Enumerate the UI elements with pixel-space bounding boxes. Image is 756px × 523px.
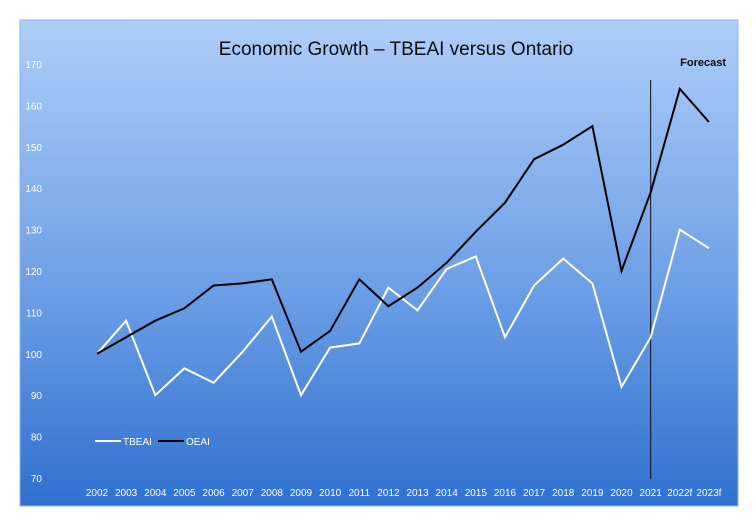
x-tick-label: 2019 — [581, 488, 604, 499]
legend: TBEAI OEAI — [95, 437, 210, 448]
x-tick-label: 2021 — [640, 488, 663, 499]
x-tick-label: 2017 — [523, 488, 546, 499]
y-tick-label: 150 — [25, 143, 42, 154]
x-tick-label: 2008 — [261, 488, 284, 499]
x-tick-label: 2022f — [667, 488, 692, 499]
legend-label-oeai: OEAI — [186, 437, 210, 448]
x-tick-label: 2005 — [173, 488, 196, 499]
y-tick-label: 70 — [31, 474, 43, 485]
x-tick-label: 2012 — [377, 488, 400, 499]
x-tick-label: 2023f — [696, 488, 721, 499]
x-tick-label: 2014 — [436, 488, 459, 499]
x-axis: 2002 2003 2004 2005 2006 2007 2008 2009 2010 2011… — [86, 488, 722, 499]
y-tick-label: 130 — [25, 226, 42, 237]
x-tick-label: 2016 — [494, 488, 517, 499]
forecast-annotation: Forecast — [680, 57, 726, 69]
chart-title: Economic Growth – TBEAI versus Ontario — [219, 39, 573, 60]
x-tick-label: 2003 — [115, 488, 138, 499]
y-tick-label: 120 — [25, 267, 42, 278]
series-line-tbeai — [96, 228, 710, 398]
y-tick-label: 140 — [25, 184, 42, 195]
series-layer — [96, 86, 710, 398]
x-tick-label: 2006 — [202, 488, 225, 499]
x-tick-label: 2007 — [232, 488, 255, 499]
y-axis: 70 80 90 100 110 120 130 140 150 160 170 — [25, 60, 42, 485]
x-tick-label: 2018 — [552, 488, 575, 499]
x-tick-label: 2013 — [406, 488, 429, 499]
x-tick-label: 2011 — [349, 488, 371, 499]
x-tick-label: 2002 — [86, 488, 109, 499]
x-tick-label: 2010 — [319, 488, 342, 499]
x-tick-label: 2004 — [144, 488, 167, 499]
legend-label-tbeai: TBEAI — [123, 437, 152, 448]
x-tick-label: 2020 — [610, 488, 633, 499]
y-tick-label: 170 — [25, 60, 42, 71]
series-line-oeai — [96, 86, 710, 355]
y-tick-label: 110 — [26, 308, 42, 319]
y-tick-label: 160 — [25, 101, 42, 112]
plot-background — [19, 19, 739, 507]
y-tick-label: 80 — [31, 433, 43, 444]
y-tick-label: 100 — [25, 350, 42, 361]
y-tick-label: 90 — [31, 391, 43, 402]
x-tick-label: 2015 — [465, 488, 488, 499]
x-tick-label: 2009 — [290, 488, 313, 499]
